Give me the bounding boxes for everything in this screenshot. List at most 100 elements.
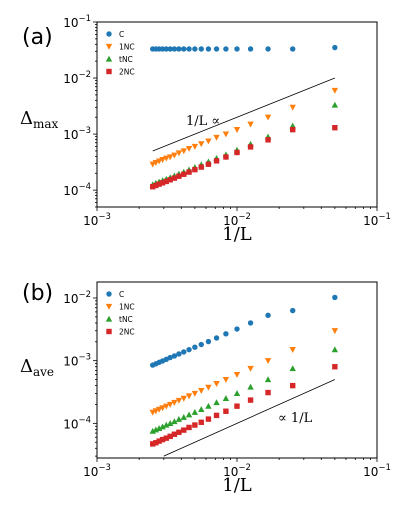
data-point	[181, 427, 187, 433]
data-point	[155, 425, 163, 432]
data-point	[150, 184, 156, 190]
series-2NC	[150, 125, 338, 190]
y-tick-label: 10−2	[63, 70, 91, 86]
data-point	[167, 46, 173, 52]
data-point	[167, 177, 173, 183]
data-point	[163, 435, 169, 441]
data-point	[198, 419, 204, 425]
reference-line-label: ∝ 1/L	[278, 411, 313, 426]
data-point	[191, 390, 199, 397]
data-point	[198, 388, 205, 394]
legend-marker	[105, 315, 113, 322]
data-point	[332, 44, 338, 51]
reference-line-label: 1/L ∝	[186, 114, 220, 129]
x-tick-label: 10−3	[83, 212, 111, 228]
data-point	[331, 87, 339, 94]
data-point	[332, 364, 338, 370]
data-point	[213, 381, 220, 387]
legend-marker	[105, 43, 113, 50]
data-point	[192, 46, 198, 52]
data-point	[198, 406, 205, 412]
data-point	[332, 294, 338, 301]
data-point	[175, 150, 183, 157]
data-point	[205, 416, 212, 422]
data-point	[222, 395, 230, 402]
data-point	[213, 134, 220, 141]
data-point	[265, 137, 271, 143]
data-point	[163, 403, 170, 410]
legend-marker	[105, 303, 113, 310]
x-tick-label: 10−1	[363, 212, 391, 228]
legend-marker	[106, 328, 112, 335]
data-point	[181, 171, 187, 177]
data-point	[152, 159, 160, 166]
data-point	[234, 149, 240, 156]
legend: C 1NC tNC 2NC	[105, 290, 135, 337]
data-point	[332, 125, 338, 131]
data-point	[175, 416, 183, 422]
data-point	[233, 127, 241, 133]
data-point	[213, 46, 220, 52]
data-point	[159, 405, 166, 412]
data-point	[152, 408, 160, 415]
data-point	[247, 383, 254, 390]
series-1NC	[149, 87, 339, 168]
legend-marker	[106, 31, 112, 37]
data-point	[186, 424, 192, 431]
data-point	[191, 143, 199, 150]
data-point	[155, 158, 163, 165]
plot-frame	[96, 281, 378, 459]
legend-entry-label: 2NC	[119, 68, 135, 77]
y-tick-label: 10−3	[63, 353, 91, 369]
panel-a: 10−3 10−2 10−1 10−4 10−3 10−2 10−1 1/L ∝ C 1NC tNC…	[20, 14, 391, 245]
data-point	[223, 154, 229, 160]
data-point	[198, 46, 204, 52]
data-point	[290, 307, 296, 314]
x-tick-label: 10−3	[83, 463, 111, 479]
legend-entry-label: tNC	[119, 315, 133, 324]
data-point	[331, 101, 339, 108]
data-point	[247, 144, 254, 150]
data-point	[289, 365, 296, 372]
data-point	[166, 154, 174, 161]
data-point	[289, 104, 296, 111]
data-point	[181, 46, 187, 52]
data-point	[180, 413, 187, 420]
data-point	[155, 406, 163, 413]
x-tick-label: 10−1	[363, 463, 391, 479]
data-point	[171, 152, 178, 159]
data-point	[175, 397, 183, 404]
data-point	[176, 46, 182, 52]
data-point	[331, 328, 339, 335]
legend-entry-label: C	[119, 30, 124, 39]
legend: C 1NC tNC 2NC	[105, 30, 135, 77]
legend-marker	[105, 55, 113, 62]
series-1NC	[149, 328, 339, 416]
y-axis-label: Δmax	[20, 108, 59, 131]
data-point	[171, 175, 178, 181]
data-point	[223, 331, 229, 337]
data-point	[290, 126, 296, 133]
data-point	[247, 121, 254, 128]
data-point	[247, 397, 254, 403]
data-point	[153, 182, 159, 189]
data-point	[223, 46, 229, 52]
data-point	[289, 347, 296, 353]
data-point	[205, 402, 212, 409]
series-C	[150, 294, 338, 368]
x-axis-label: 1/L	[222, 475, 252, 496]
data-point	[223, 408, 229, 414]
data-point	[167, 433, 173, 440]
y-tick-label: 10−2	[63, 290, 91, 306]
data-point	[185, 393, 193, 400]
data-point	[149, 161, 156, 168]
data-point	[265, 312, 271, 318]
data-point	[192, 422, 198, 428]
data-point	[234, 403, 240, 409]
data-point	[198, 164, 204, 170]
data-point	[290, 46, 296, 52]
data-point	[265, 389, 271, 396]
data-point	[163, 178, 169, 185]
data-point	[153, 440, 159, 446]
y-tick-label: 10−3	[63, 126, 91, 142]
